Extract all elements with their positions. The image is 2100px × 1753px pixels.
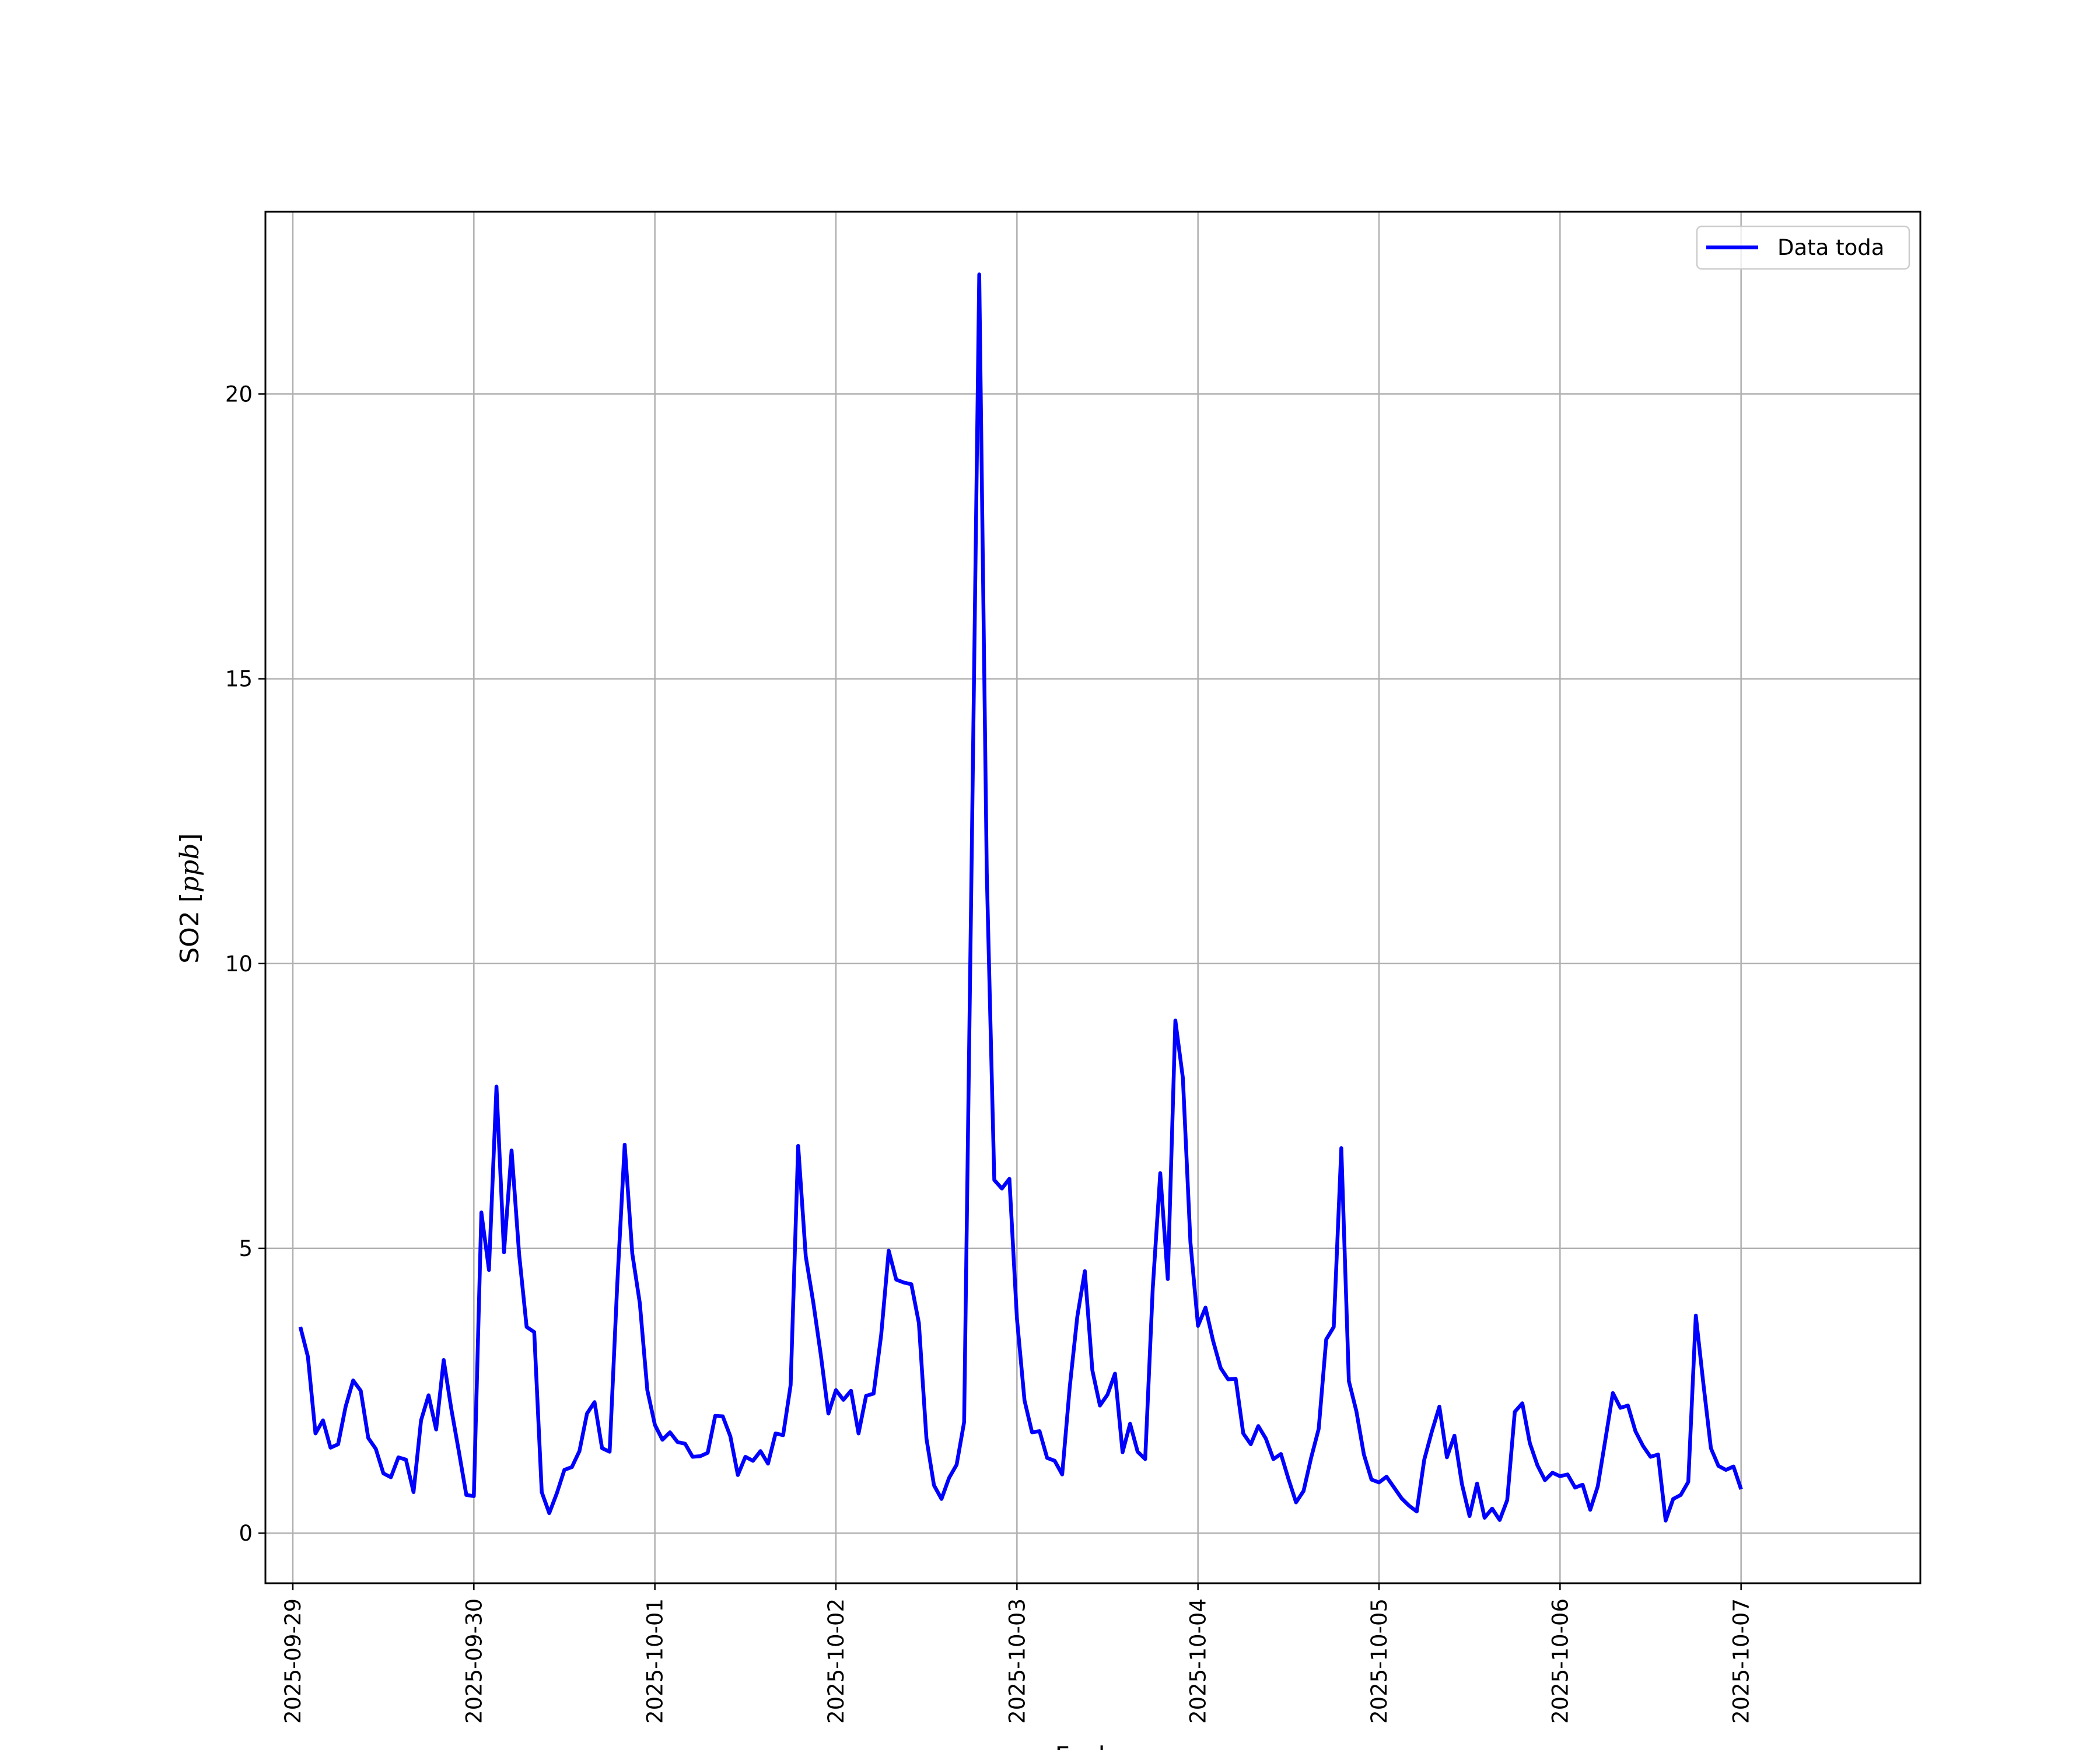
y-tick-label: 5 — [239, 1236, 253, 1261]
x-tick-label: 2025-10-07 — [1729, 1598, 1754, 1724]
series-line-data-toda — [298, 272, 1743, 1523]
x-tick-label: 2025-09-30 — [461, 1598, 487, 1724]
y-axis-ticks: 0 5 10 15 20 — [225, 382, 265, 1546]
y-tick-label: 0 — [239, 1521, 253, 1546]
y-axis-title-suffix: ] — [175, 833, 205, 843]
y-axis-title: SO2 [ppb] — [175, 833, 205, 963]
y-axis-title-prefix: SO2 [ — [175, 893, 205, 964]
legend-box — [1696, 225, 1910, 270]
legend: Data toda — [1696, 225, 1910, 270]
grid — [265, 212, 1920, 1583]
legend-label: Data toda — [1777, 235, 1884, 260]
x-tick-label: 2025-10-01 — [643, 1598, 668, 1724]
x-axis-ticks: 2025-09-29 2025-09-30 2025-10-01 2025-10-02… — [281, 1583, 1754, 1724]
y-tick-label: 20 — [225, 382, 253, 407]
x-axis-title: Fecha — [1055, 1741, 1130, 1750]
y-axis-title-unit: ppb — [175, 843, 205, 893]
plot-area-frame — [264, 211, 1922, 1584]
x-tick-label: 2025-10-04 — [1186, 1598, 1211, 1724]
x-tick-label: 2025-10-05 — [1367, 1598, 1392, 1724]
y-tick-label: 15 — [225, 667, 253, 692]
x-tick-label: 2025-10-06 — [1548, 1598, 1573, 1724]
x-tick-label: 2025-10-02 — [824, 1598, 849, 1724]
y-tick-label: 10 — [225, 951, 253, 977]
x-tick-label: 2025-09-29 — [281, 1598, 306, 1724]
x-tick-label: 2025-10-03 — [1005, 1598, 1030, 1724]
